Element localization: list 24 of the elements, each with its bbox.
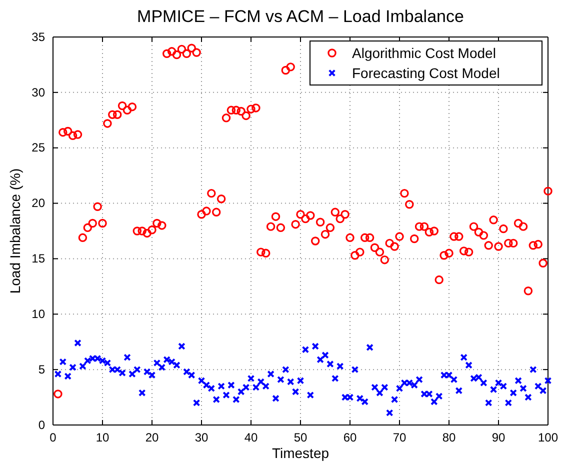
y-tick-label: 5 [38,362,46,376]
x-tick-label: 40 [244,430,258,445]
y-tick-label: 25 [32,140,46,155]
y-tick-label: 35 [32,30,46,44]
x-tick-label: 100 [538,430,558,445]
y-tick-label: 0 [38,418,46,432]
x-tick-label: 20 [145,430,159,445]
x-tick-label: 60 [343,430,357,445]
x-tick-label: 70 [392,430,406,445]
y-tick-label: 30 [32,85,46,100]
y-tick-label: 10 [32,306,46,321]
x-axis-title: Timestep [272,445,330,461]
chart-title: MPMICE – FCM vs ACM – Load Imbalance [137,7,464,26]
y-tick-label: 15 [32,252,46,266]
x-tick-label: 10 [96,430,110,445]
x-tick-label: 30 [194,430,208,445]
x-tick-label: 80 [442,430,456,445]
legend-label: Forecasting Cost Model [352,65,500,81]
x-tick-label: 90 [492,430,506,445]
y-tick-label: 20 [32,196,46,210]
legend-label: Algorithmic Cost Model [352,45,496,61]
x-tick-label: 50 [294,430,308,445]
x-tick-label: 0 [50,430,57,445]
y-axis-title: Load Imbalance (%) [7,168,23,294]
